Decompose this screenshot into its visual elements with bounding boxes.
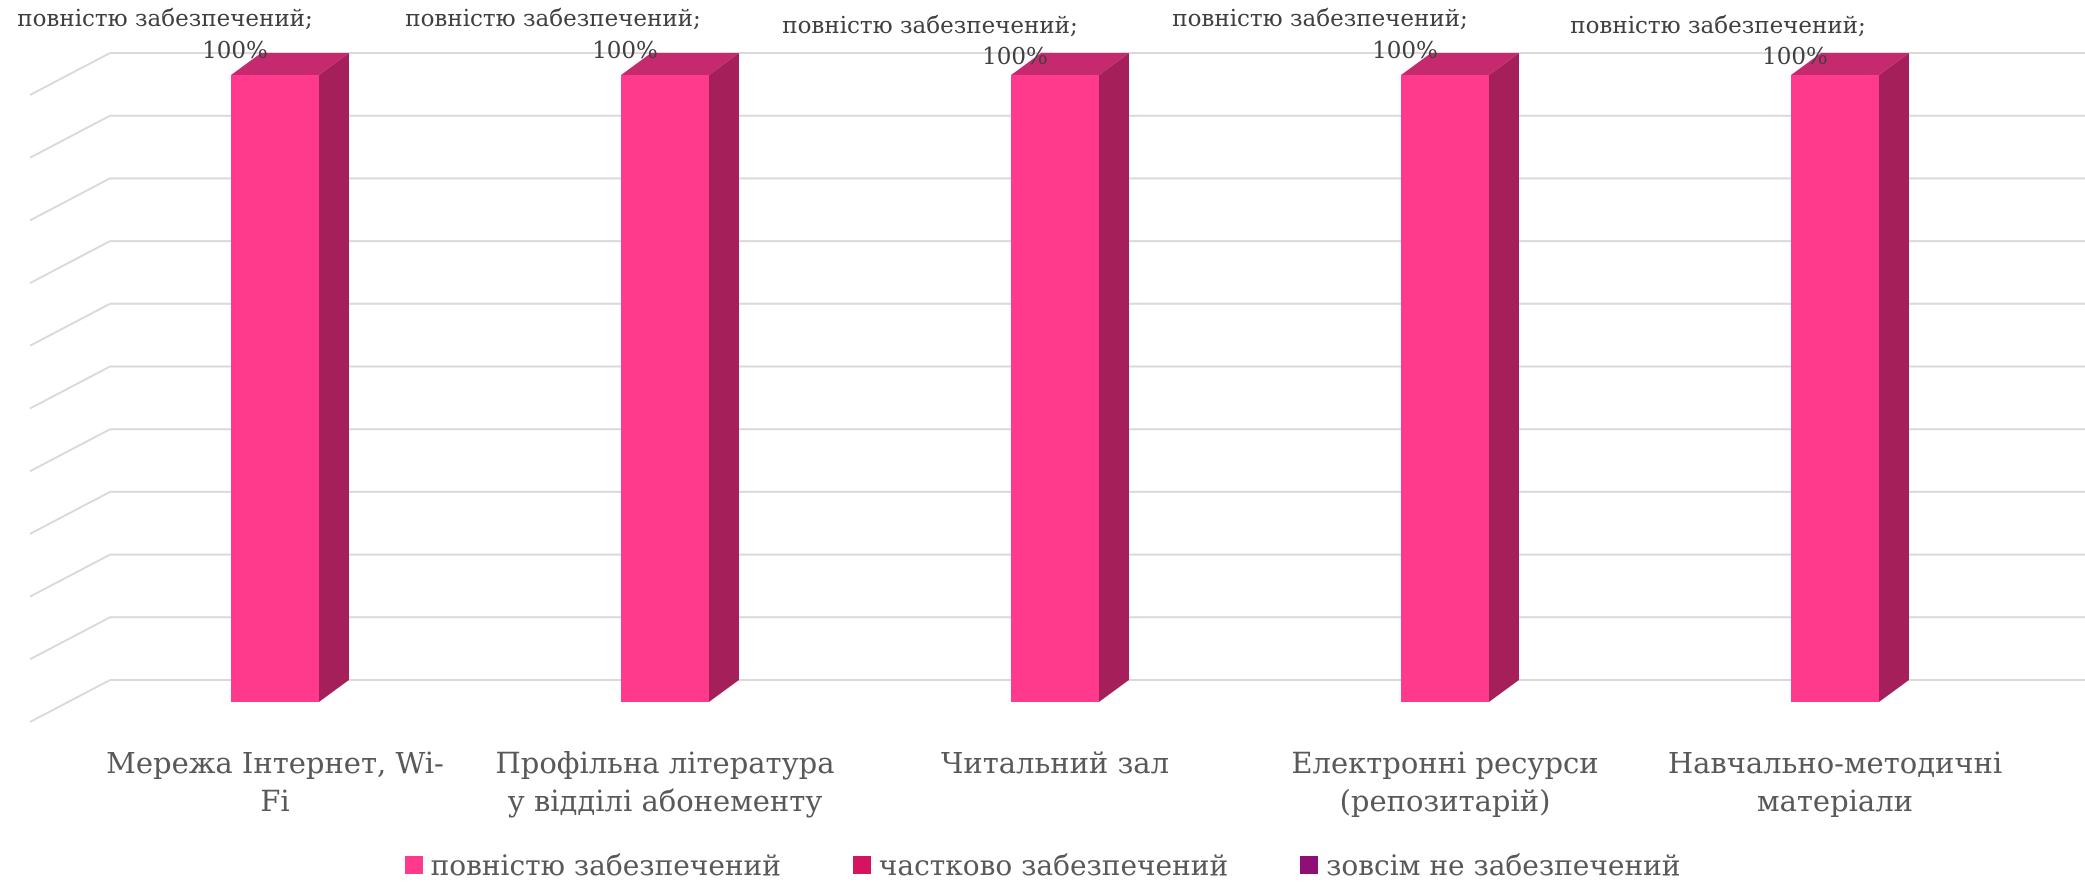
gridline-depth: [29, 114, 111, 159]
legend: повністю забезпечений частково забезпече…: [0, 848, 2085, 882]
gridline-depth: [29, 553, 111, 598]
bar-front: [1791, 75, 1879, 702]
bar-chart-svg: повністю забезпечений; 100% повністю забез…: [17, 6, 2085, 818]
legend-item-none[interactable]: зовсім не забезпечений: [1300, 849, 1680, 882]
data-label-value: 100%: [1372, 38, 1438, 64]
category-label: Fi: [260, 784, 289, 818]
category-label: Електронні ресурси: [1291, 746, 1598, 780]
legend-item-full[interactable]: повністю забезпечений: [404, 848, 781, 882]
bars: [231, 53, 1909, 702]
data-label-value: 100%: [1762, 44, 1828, 70]
category-label: Мережа Інтернет, Wi-: [106, 746, 444, 780]
category-label: Профільна література: [495, 746, 834, 780]
bar-side: [709, 53, 739, 702]
gridline-depth: [29, 302, 111, 347]
legend-swatch-full: [404, 856, 423, 874]
gridline-depth: [29, 365, 111, 410]
bar-side: [1099, 53, 1129, 702]
legend-label-none: зовсім не забезпечений: [1326, 848, 1681, 882]
category-label: у відділі абонементу: [508, 784, 823, 818]
legend-label-partial: частково забезпечений: [878, 848, 1229, 882]
legend-swatch-none: [1300, 856, 1319, 874]
bar-front: [1011, 75, 1099, 702]
data-label-series: повністю забезпечений;: [1570, 13, 1866, 39]
gridline-depth: [29, 616, 111, 661]
bar-front: [231, 75, 319, 702]
data-label-series: повністю забезпечений;: [405, 6, 701, 32]
bar-top: [1401, 53, 1519, 75]
legend-swatch-partial: [852, 856, 871, 874]
category-label: Навчально-методичні: [1668, 746, 2002, 780]
bar-front: [621, 75, 709, 702]
category-label: (репозитарій): [1340, 784, 1551, 818]
gridline-depth: [29, 52, 111, 96]
bar-top: [621, 53, 739, 75]
gridline-depth: [29, 240, 111, 284]
data-label-value: 100%: [982, 44, 1048, 70]
gridline-depth: [29, 491, 111, 535]
data-label-series: повністю забезпечений;: [17, 6, 313, 32]
data-label-series: повністю забезпечений;: [1172, 6, 1468, 32]
category-label: матеріали: [1757, 784, 1913, 818]
data-label-value: 100%: [592, 38, 658, 64]
data-label-value: 100%: [202, 38, 268, 64]
legend-item-partial[interactable]: частково забезпечений: [852, 848, 1229, 882]
gridline-depth: [29, 428, 111, 473]
bar-top: [1791, 53, 1909, 75]
bar-side: [319, 53, 349, 702]
data-label-series: повністю забезпечений;: [782, 13, 1078, 39]
bar-side: [1489, 53, 1519, 702]
bar-side: [1879, 53, 1909, 702]
bar-top: [1011, 53, 1129, 75]
category-labels: Мережа Інтернет, Wi- Fi Профільна літерату…: [106, 746, 2002, 818]
data-labels: повністю забезпечений; 100% повністю забез…: [17, 6, 1866, 70]
gridline-depth: [29, 679, 111, 723]
bar-top: [231, 53, 349, 75]
bar-front: [1401, 75, 1489, 702]
category-label: Читальний зал: [941, 746, 1169, 780]
legend-label-full: повністю забезпечений: [430, 848, 781, 882]
gridline-depth: [29, 177, 111, 222]
